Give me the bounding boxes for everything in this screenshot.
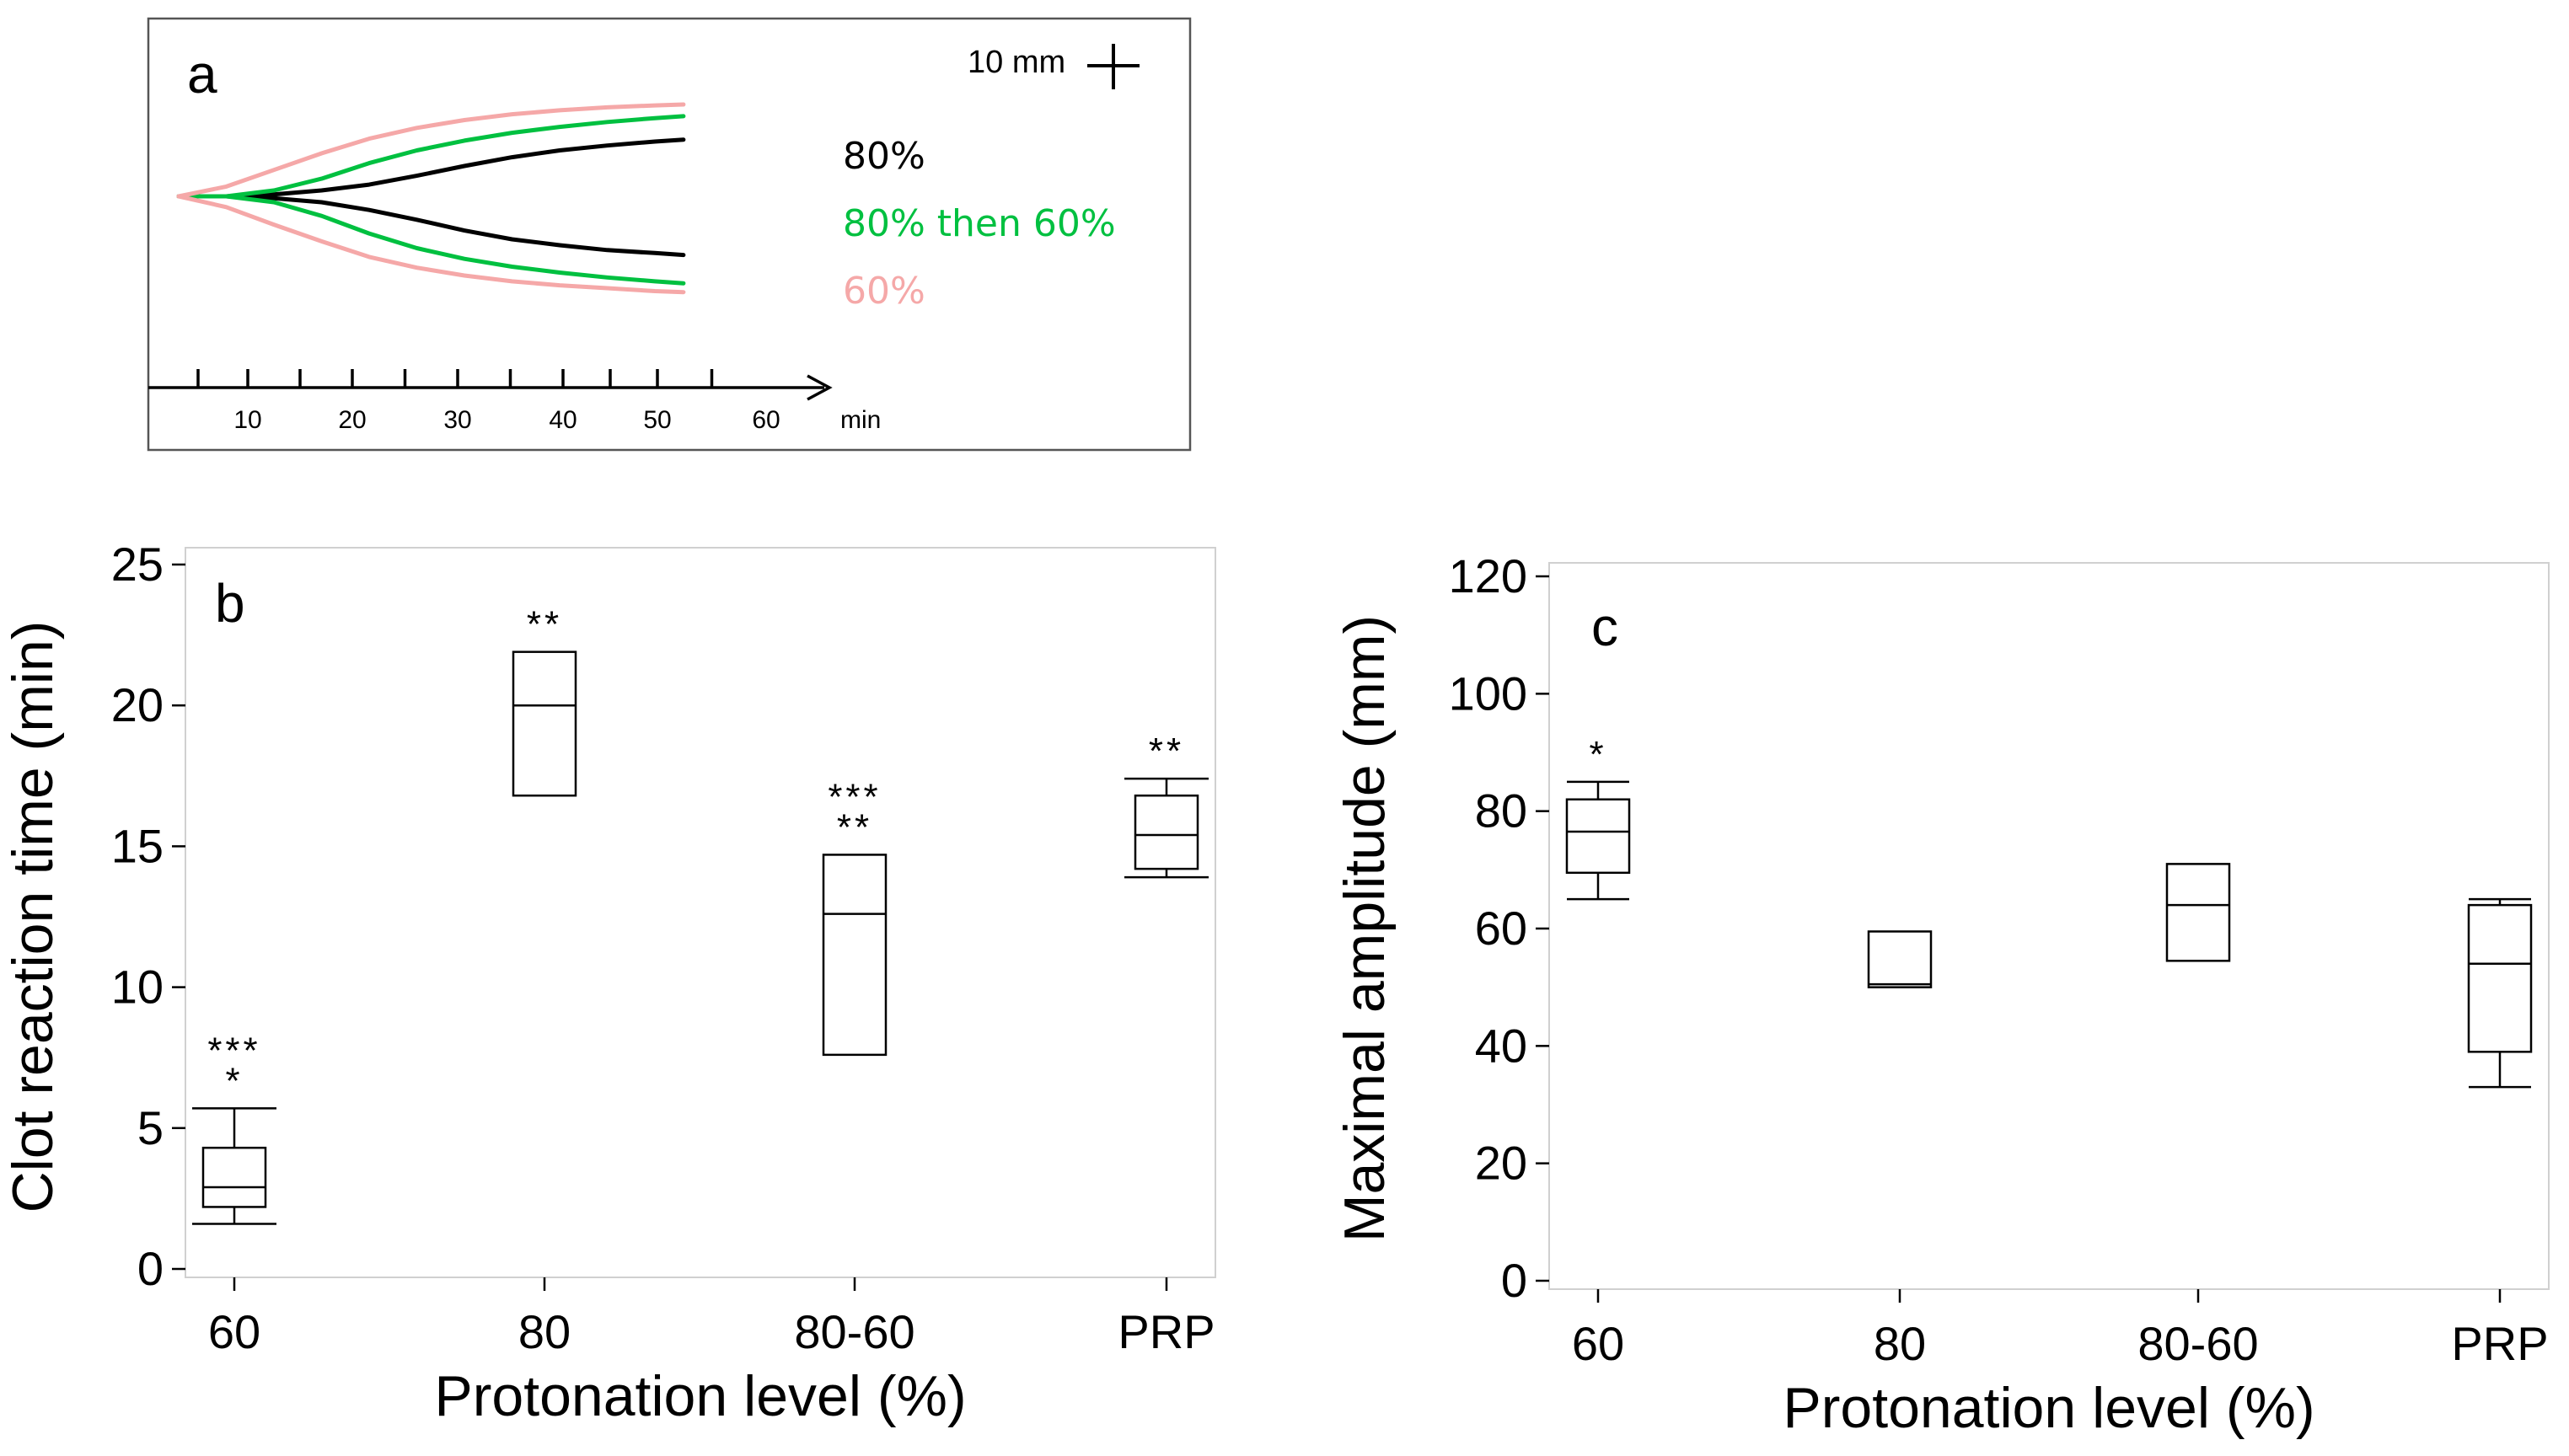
significance-marker: ** bbox=[837, 806, 872, 848]
x-tick-label: 60 bbox=[1572, 1317, 1624, 1370]
box-iqr-PRP bbox=[1134, 794, 1199, 870]
box-iqr-80 bbox=[1867, 930, 1933, 988]
x-axis-title: Protonation level (%) bbox=[1783, 1376, 2314, 1440]
x-tick-label: 80 bbox=[1874, 1317, 1926, 1370]
panel-a-x-tick-label: 20 bbox=[338, 406, 366, 434]
y-tick-label: 20 bbox=[111, 678, 164, 731]
x-tick-label: 80-60 bbox=[794, 1305, 914, 1358]
panel-a-x-axis-label: min bbox=[840, 406, 881, 434]
y-tick-label: 80 bbox=[1475, 784, 1527, 838]
y-axis-title: Clot reaction time (min) bbox=[1, 621, 65, 1213]
y-tick-label: 0 bbox=[1501, 1254, 1527, 1307]
y-tick-label: 100 bbox=[1449, 666, 1527, 720]
x-tick-label: PRP bbox=[2451, 1317, 2548, 1370]
panel-letter: c bbox=[1591, 597, 1618, 657]
panel-a-thromboelastogram: a 10 20 30 40 50 60 min 10 mm 80% 80% then 60% 60% bbox=[147, 17, 1192, 452]
y-tick-label: 10 bbox=[111, 961, 164, 1014]
panel-a-trace-upper-2 bbox=[176, 114, 686, 199]
x-tick-label: PRP bbox=[1118, 1305, 1215, 1358]
y-tick-label: 120 bbox=[1449, 549, 1527, 602]
panel-a-trace-upper-3 bbox=[176, 102, 686, 199]
panel-a-frame bbox=[147, 17, 1192, 452]
panel-a-x-axis-arrow bbox=[807, 374, 833, 401]
significance-marker: *** bbox=[828, 776, 881, 817]
panel-a-trace-lower-3 bbox=[176, 194, 686, 295]
panel-a-x-tick-label: 50 bbox=[643, 406, 671, 434]
panel-a-letter: a bbox=[187, 44, 217, 104]
y-axis-title: Maximal amplitude (mm) bbox=[1333, 615, 1397, 1242]
panel-b-clot-reaction-time: b 0 5 10 15 20 25 60 80 80-60 PRP Protonation level… bbox=[1, 538, 1216, 1428]
significance-marker: * bbox=[1589, 734, 1606, 775]
panel-a-x-tick-label: 10 bbox=[233, 406, 261, 434]
panel-a-x-tick-label: 30 bbox=[443, 406, 471, 434]
box-iqr-60 bbox=[1565, 798, 1631, 875]
plot-frame bbox=[1548, 562, 2550, 1290]
panel-a-legend-entry: 80% then 60% bbox=[843, 202, 1116, 245]
box-iqr-80-60 bbox=[822, 854, 888, 1057]
panel-a-trace-lower-2 bbox=[176, 194, 686, 286]
plot-frame bbox=[185, 547, 1216, 1278]
panel-c-maximal-amplitude: c 0 20 40 60 80 100 120 60 80 80-60 PRP Protonation … bbox=[1333, 549, 2550, 1440]
panel-a-x-tick-label: 60 bbox=[752, 406, 780, 434]
box-iqr-PRP bbox=[2467, 903, 2533, 1053]
x-tick-label: 80 bbox=[518, 1305, 571, 1358]
box-iqr-60 bbox=[201, 1146, 267, 1208]
panel-a-scale-label: 10 mm bbox=[968, 45, 1065, 80]
y-tick-label: 25 bbox=[111, 538, 164, 591]
y-tick-label: 20 bbox=[1475, 1137, 1527, 1190]
significance-marker: * bbox=[225, 1060, 243, 1101]
x-axis-title: Protonation level (%) bbox=[434, 1364, 966, 1428]
box-iqr-80 bbox=[512, 650, 577, 797]
panel-a-trace-lower-1 bbox=[176, 194, 686, 258]
y-tick-label: 15 bbox=[111, 819, 164, 872]
panel-letter: b bbox=[215, 573, 245, 634]
x-tick-label: 60 bbox=[208, 1305, 260, 1358]
significance-marker: *** bbox=[207, 1030, 260, 1071]
significance-marker: ** bbox=[1149, 731, 1184, 772]
significance-marker: ** bbox=[527, 604, 562, 645]
panel-a-trace-upper-1 bbox=[176, 137, 686, 199]
panel-a-legend-entry: 80% bbox=[843, 135, 925, 178]
y-tick-label: 40 bbox=[1475, 1019, 1527, 1072]
x-tick-label: 80-60 bbox=[2137, 1317, 2258, 1370]
y-tick-label: 0 bbox=[137, 1242, 164, 1295]
box-iqr-80-60 bbox=[2165, 863, 2231, 962]
y-tick-label: 5 bbox=[137, 1101, 164, 1154]
y-tick-label: 60 bbox=[1475, 902, 1527, 955]
panel-a-legend-entry: 60% bbox=[843, 270, 925, 313]
panel-a-x-tick-label: 40 bbox=[549, 406, 577, 434]
